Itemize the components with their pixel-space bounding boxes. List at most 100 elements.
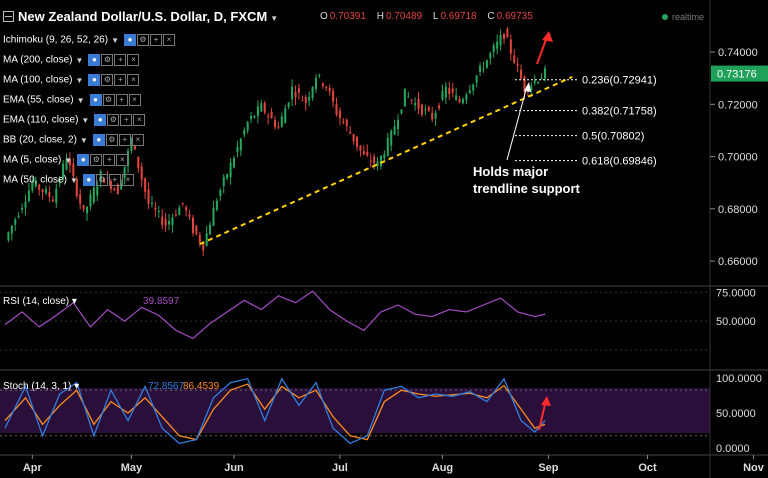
settings-icon[interactable]: ⚙: [101, 74, 114, 86]
plus-icon[interactable]: +: [114, 54, 127, 66]
candle: [397, 119, 400, 130]
eye-icon[interactable]: ●: [92, 134, 105, 146]
indicator-item[interactable]: EMA (55, close) ▼ ● ⚙ + ×: [3, 94, 142, 106]
close-icon[interactable]: ×: [128, 94, 141, 106]
realtime-status: realtime: [662, 12, 704, 22]
close-icon[interactable]: ×: [116, 154, 129, 166]
candle: [294, 92, 297, 98]
chart-header: New Zealand Dollar/U.S. Dollar, D, FXCM ▼…: [0, 0, 768, 24]
eye-icon[interactable]: ●: [88, 54, 101, 66]
plus-icon[interactable]: +: [103, 154, 116, 166]
candle: [342, 121, 345, 123]
chevron-down-icon[interactable]: ▼: [270, 14, 279, 23]
plus-icon[interactable]: +: [108, 174, 121, 186]
candle: [448, 87, 451, 95]
close-icon[interactable]: ×: [127, 54, 140, 66]
candle: [14, 219, 17, 225]
indicator-controls: ● ⚙ + ×: [92, 134, 145, 146]
candle: [31, 182, 34, 191]
indicator-item[interactable]: EMA (110, close) ▼ ● ⚙ + ×: [3, 114, 146, 126]
indicator-item[interactable]: BB (20, close, 2) ▼ ● ⚙ + ×: [3, 134, 145, 146]
candle: [86, 206, 89, 214]
ohlc-key: O: [320, 11, 328, 22]
candle: [468, 90, 471, 93]
indicator-controls: ● ⚙ + ×: [94, 114, 146, 126]
indicator-label: MA (200, close): [3, 54, 73, 66]
x-tick-label: May: [121, 462, 143, 474]
realtime-label: realtime: [672, 12, 705, 22]
close-icon[interactable]: ×: [162, 34, 175, 46]
candle: [150, 202, 153, 205]
plus-icon[interactable]: +: [118, 134, 131, 146]
indicator-item[interactable]: MA (50, close) ▼ ● ⚙ + ×: [3, 174, 135, 186]
y-tick-label: 0.68000: [718, 204, 758, 216]
candle: [431, 112, 434, 120]
settings-icon[interactable]: ⚙: [90, 154, 103, 166]
chevron-down-icon[interactable]: ▼: [75, 75, 84, 85]
candle: [393, 126, 396, 135]
close-icon[interactable]: ×: [133, 114, 146, 126]
candle: [75, 178, 78, 197]
plus-icon[interactable]: +: [149, 34, 162, 46]
candle: [130, 139, 133, 152]
eye-icon[interactable]: ●: [88, 74, 101, 86]
candle: [260, 103, 263, 112]
symbol-title[interactable]: New Zealand Dollar/U.S. Dollar, D, FXCM ▼: [18, 9, 278, 24]
stoch-y-tick-label: 50.0000: [716, 408, 756, 420]
candle: [157, 211, 160, 213]
indicator-item[interactable]: MA (100, close) ▼ ● ⚙ + ×: [3, 74, 140, 86]
close-icon[interactable]: ×: [121, 174, 134, 186]
indicator-item[interactable]: MA (200, close) ▼ ● ⚙ + ×: [3, 54, 140, 66]
close-icon[interactable]: ×: [131, 134, 144, 146]
eye-icon[interactable]: ●: [123, 34, 136, 46]
candle: [270, 111, 273, 119]
eye-icon[interactable]: ●: [82, 174, 95, 186]
candle: [502, 33, 506, 39]
chevron-down-icon[interactable]: ▼: [81, 115, 90, 125]
stoch-up-arrow-head: [541, 396, 551, 406]
candle: [123, 166, 126, 179]
plus-icon[interactable]: +: [114, 74, 127, 86]
candle: [506, 28, 509, 38]
chevron-down-icon[interactable]: ▼: [75, 55, 84, 65]
eye-icon[interactable]: ●: [77, 154, 90, 166]
chevron-down-icon[interactable]: ▼: [69, 175, 78, 185]
chevron-down-icon[interactable]: ▼: [79, 135, 88, 145]
close-icon[interactable]: ×: [127, 74, 140, 86]
candle: [540, 77, 543, 80]
chevron-down-icon[interactable]: ▼: [111, 35, 119, 45]
indicator-item[interactable]: MA (5, close) ▼ ● ⚙ + ×: [3, 154, 129, 166]
candle: [195, 225, 198, 235]
settings-icon[interactable]: ⚙: [107, 114, 120, 126]
indicator-label: MA (5, close): [3, 154, 62, 166]
eye-icon[interactable]: ●: [89, 94, 102, 106]
settings-icon[interactable]: ⚙: [102, 94, 115, 106]
plus-icon[interactable]: +: [120, 114, 133, 126]
rsi-y-tick-label: 50.0000: [716, 316, 756, 328]
indicator-item[interactable]: Ichimoku (9, 26, 52, 26) ▼ ● ⚙ + ×: [3, 34, 176, 46]
candle: [407, 96, 410, 98]
candle: [79, 194, 82, 204]
candle: [543, 68, 547, 79]
indicator-label: EMA (110, close): [3, 114, 79, 126]
settings-icon[interactable]: ⚙: [101, 54, 114, 66]
plus-icon[interactable]: +: [115, 94, 128, 106]
candle: [386, 137, 389, 156]
settings-icon[interactable]: ⚙: [136, 34, 149, 46]
eye-icon[interactable]: ●: [94, 114, 107, 126]
candle: [297, 88, 300, 93]
menu-icon[interactable]: [3, 11, 14, 22]
chevron-down-icon[interactable]: ▼: [64, 155, 73, 165]
candle: [427, 107, 430, 111]
settings-icon[interactable]: ⚙: [105, 134, 118, 146]
candle: [311, 86, 314, 99]
candle: [82, 205, 85, 210]
settings-icon[interactable]: ⚙: [95, 174, 108, 186]
chevron-down-icon[interactable]: ▼: [76, 95, 85, 105]
fib-label: 0.5(0.70802): [582, 131, 644, 143]
candle: [168, 220, 171, 225]
candle: [349, 131, 352, 134]
annotation-text: Holds major: [473, 164, 548, 179]
